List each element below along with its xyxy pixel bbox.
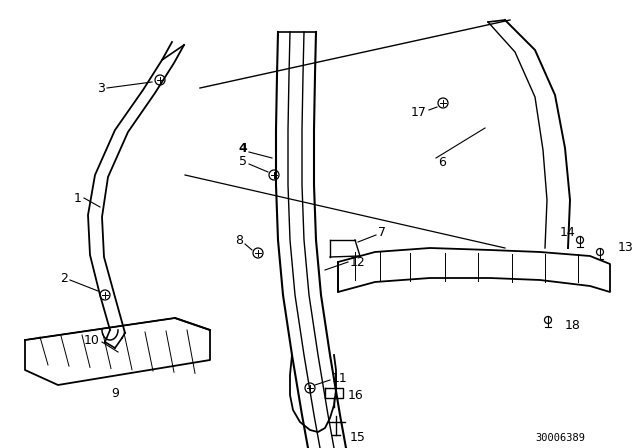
Text: 17: 17 xyxy=(411,105,427,119)
Text: 10: 10 xyxy=(84,333,100,346)
Text: 15: 15 xyxy=(350,431,366,444)
Text: 16: 16 xyxy=(348,388,364,401)
Text: 18: 18 xyxy=(565,319,581,332)
Text: 11: 11 xyxy=(332,371,348,384)
Text: 7: 7 xyxy=(378,225,386,238)
Text: 12: 12 xyxy=(350,255,365,268)
Text: 14: 14 xyxy=(559,225,575,238)
Text: 3: 3 xyxy=(97,82,105,95)
Text: 8: 8 xyxy=(235,233,243,246)
Text: 30006389: 30006389 xyxy=(535,433,585,443)
Text: 6: 6 xyxy=(438,155,446,168)
Text: 5: 5 xyxy=(239,155,247,168)
Text: 2: 2 xyxy=(60,271,68,284)
Text: 1: 1 xyxy=(74,191,82,204)
Text: 13: 13 xyxy=(618,241,634,254)
Text: 4: 4 xyxy=(238,142,247,155)
Text: 9: 9 xyxy=(111,387,119,400)
